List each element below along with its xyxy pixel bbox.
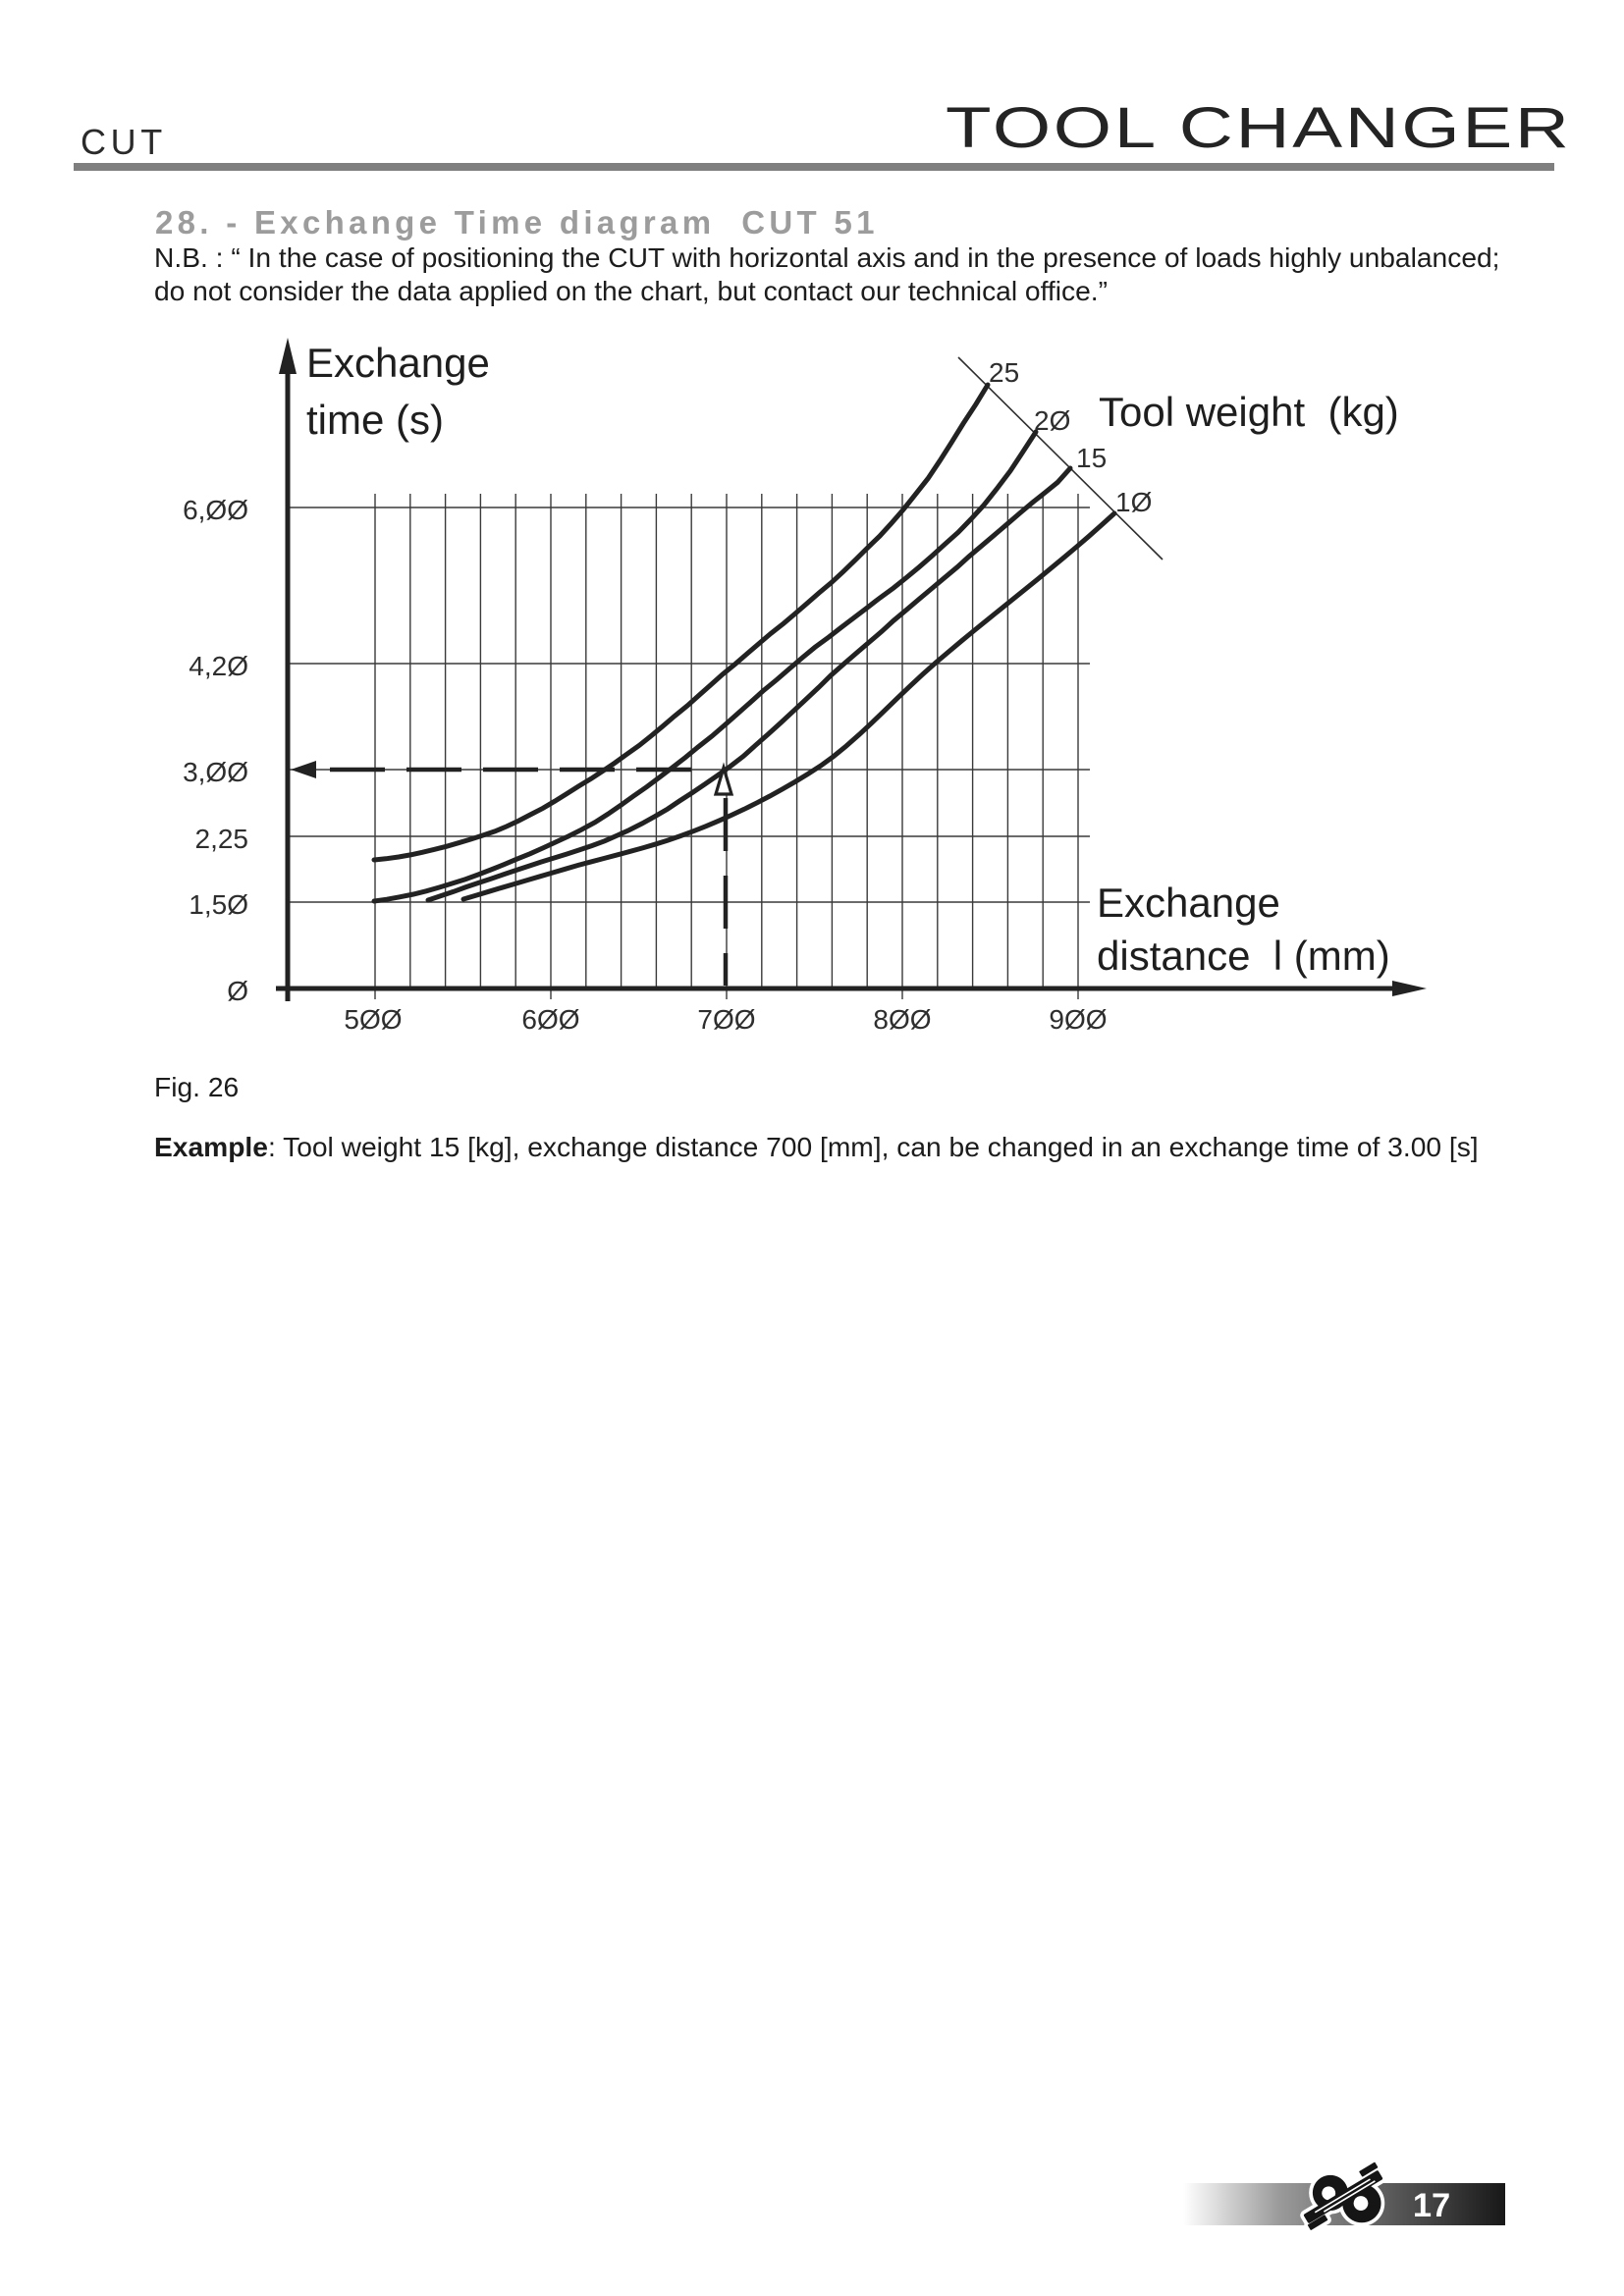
- svg-text:3,ØØ: 3,ØØ: [183, 757, 248, 787]
- svg-text:Example: Tool weight 15 [kg],: Example: Tool weight 15 [kg], exchange d…: [154, 1131, 1479, 1162]
- svg-text:15: 15: [1076, 443, 1107, 473]
- svg-text:1Ø: 1Ø: [1115, 487, 1152, 517]
- svg-text:6ØØ: 6ØØ: [521, 1004, 579, 1035]
- svg-text:25: 25: [989, 357, 1019, 388]
- svg-text:9ØØ: 9ØØ: [1049, 1004, 1107, 1035]
- svg-text:Exchange: Exchange: [306, 340, 490, 386]
- svg-text:28. - Exchange Time diagram C: 28. - Exchange Time diagram CUT 51: [155, 204, 879, 240]
- svg-text:4,2Ø: 4,2Ø: [189, 651, 248, 681]
- svg-text:6,ØØ: 6,ØØ: [183, 495, 248, 525]
- svg-text:Ø: Ø: [227, 976, 248, 1006]
- svg-text:TOOL CHANGER: TOOL CHANGER: [946, 97, 1572, 160]
- svg-text:2,25: 2,25: [195, 824, 249, 854]
- svg-text:17: 17: [1413, 2187, 1450, 2224]
- svg-text:Fig. 26: Fig. 26: [154, 1071, 239, 1102]
- svg-text:distance l (mm): distance l (mm): [1097, 933, 1390, 979]
- svg-text:Tool weight (kg): Tool weight (kg): [1099, 389, 1399, 435]
- svg-text:2Ø: 2Ø: [1034, 405, 1070, 436]
- svg-text:7ØØ: 7ØØ: [697, 1004, 755, 1035]
- svg-text:1,5Ø: 1,5Ø: [189, 889, 248, 920]
- svg-text:Exchange: Exchange: [1097, 880, 1280, 926]
- svg-text:time (s): time (s): [306, 397, 444, 443]
- svg-text:CUT: CUT: [81, 122, 167, 162]
- svg-text:5ØØ: 5ØØ: [344, 1004, 402, 1035]
- svg-text:8ØØ: 8ØØ: [873, 1004, 931, 1035]
